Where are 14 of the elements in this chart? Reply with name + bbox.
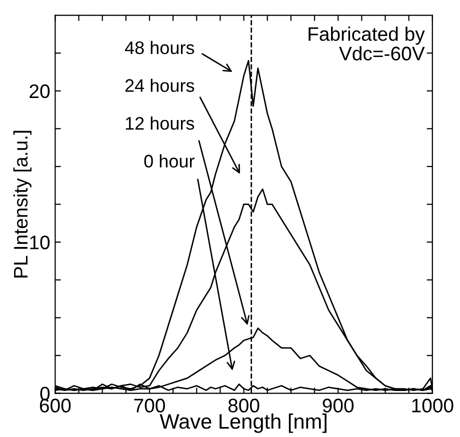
x-tick-label: 700 (134, 398, 165, 412)
x-tick-label: 600 (40, 398, 71, 412)
x-tick-label: 800 (228, 398, 260, 412)
annotation: 24 hours (125, 78, 194, 92)
annotation: 48 hours (124, 40, 194, 54)
y-tick-label: 10 (30, 236, 50, 250)
annotation: 0 hour (144, 154, 194, 168)
annotation: Fabricated by Vdc=-60V (308, 26, 425, 60)
annotation: 12 hours (126, 116, 194, 130)
x-tick-label: 900 (322, 398, 354, 412)
x-axis-title: Wave Length [nm] (160, 414, 326, 433)
y-tick-label: 20 (30, 84, 50, 98)
x-tick-label: 1000 (412, 398, 454, 412)
y-axis-title: PL Intensity [a.u.] (13, 130, 32, 278)
